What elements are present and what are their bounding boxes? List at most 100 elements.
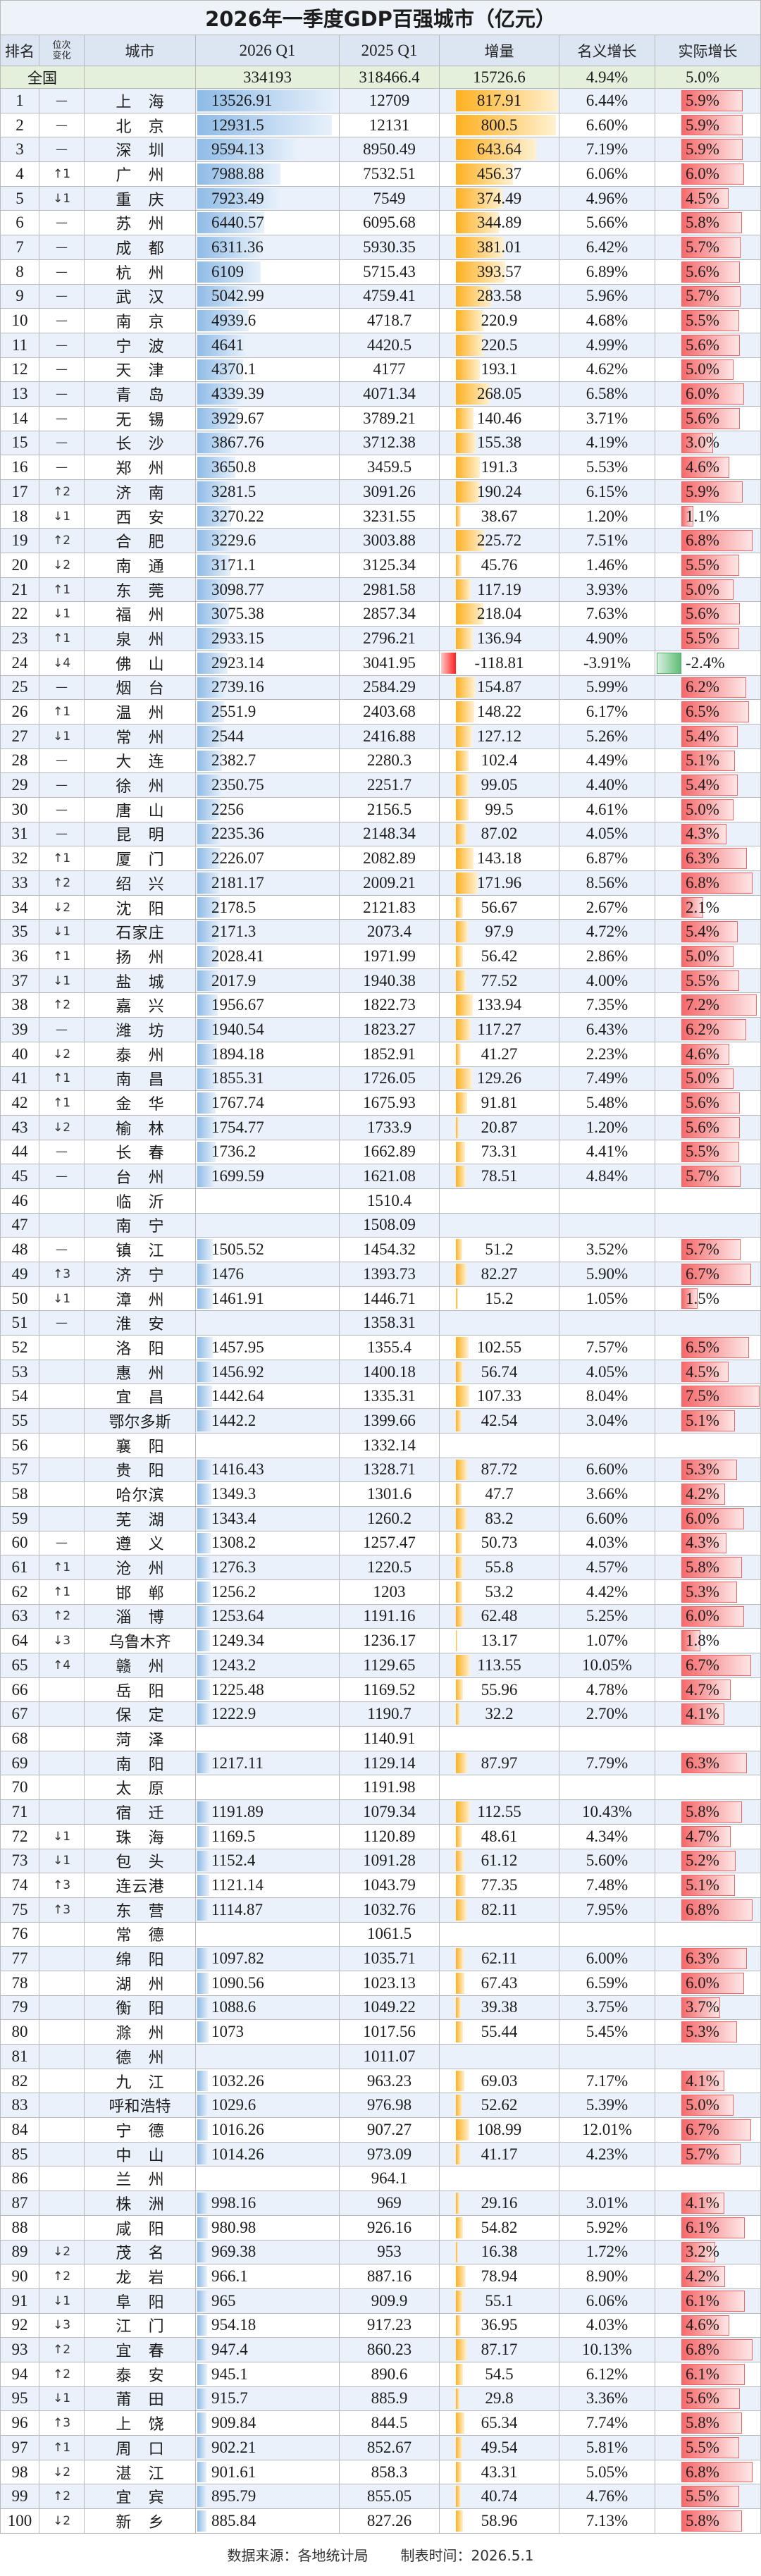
- rank-change-cell: ↓2: [39, 1042, 85, 1067]
- city-value: 呼和浩特: [109, 2098, 171, 2116]
- real-growth-cell: 5.8%: [655, 2411, 761, 2436]
- nominal-growth-value: 2.67%: [586, 898, 629, 916]
- city-value: 嘉兴: [116, 998, 164, 1016]
- real-growth-cell: 4.1%: [655, 2069, 761, 2094]
- q1-2025-value: 953: [377, 2243, 402, 2261]
- q1-2026-cell: 3270.22: [196, 504, 340, 529]
- national-q1-2026: 334193: [243, 68, 292, 86]
- increment-bar: [456, 1337, 469, 1358]
- increment-cell: 55.8: [440, 1555, 559, 1580]
- city-cell: 沈阳: [85, 895, 196, 920]
- q1-2025-value: 1358.31: [363, 1314, 416, 1332]
- table-body: 1— 上海 13526.91 12709 817.91 6.44% 5.9% 2— 北京 1293…: [0, 89, 761, 2534]
- increment-value: 50.73: [481, 1534, 518, 1552]
- q1-2026-cell: 4370.1: [196, 357, 340, 383]
- nominal-growth-cell: [559, 1188, 655, 1214]
- q1-2025-value: 2121.83: [363, 898, 416, 916]
- increment-cell: 62.48: [440, 1604, 559, 1629]
- q1-2026-value: 3270.22: [211, 507, 264, 525]
- real-growth-value: 6.0%: [686, 1973, 719, 1992]
- table-row: 55 鄂尔多斯 1442.2 1399.66 42.54 3.04% 5.1%: [0, 1409, 761, 1434]
- rank-cell: 56: [0, 1433, 39, 1458]
- rank-change-cell: [39, 1775, 85, 1801]
- table-row: 63 ↑2 淄博 1253.64 1191.16 62.48 5.25% 6.0%: [0, 1604, 761, 1629]
- nominal-growth-value: 6.60%: [586, 1509, 629, 1527]
- increment-cell: 643.64: [440, 137, 559, 163]
- real-growth-cell: 5.6%: [655, 1115, 761, 1140]
- table-row: 85 中山 1014.26 973.09 41.17 4.23% 5.7%: [0, 2142, 761, 2167]
- rank-change-value: ↓2: [52, 557, 71, 572]
- table-row: 25— 烟台 2739.16 2584.29 154.87 5.99% 6.2%: [0, 675, 761, 701]
- nominal-growth-cell: 2.70%: [559, 1702, 655, 1727]
- nominal-growth-value: 5.66%: [586, 214, 629, 232]
- q1-2026-bar: [197, 1801, 210, 1823]
- q1-2025-value: 2082.89: [363, 849, 416, 868]
- q1-2026-value: 7988.88: [211, 164, 264, 183]
- real-growth-cell: 4.7%: [655, 1824, 761, 1849]
- q1-2025-value: 1023.13: [363, 1973, 416, 1992]
- rank-change-cell: ↓4: [39, 651, 85, 676]
- real-growth-bar: [681, 530, 753, 552]
- rank-change-cell: ↓1: [39, 1824, 85, 1849]
- table-row: 28— 大连 2382.7 2280.3 102.4 4.49% 5.1%: [0, 748, 761, 774]
- city-value: 保定: [116, 1707, 164, 1725]
- table-row: 9— 武汉 5042.99 4759.41 283.58 5.96% 5.7%: [0, 284, 761, 309]
- city-cell: 榆林: [85, 1115, 196, 1140]
- q1-2026-cell: [196, 1188, 340, 1214]
- table-row: 10— 南京 4939.6 4718.7 220.9 4.68% 5.5%: [0, 309, 761, 333]
- q1-2025-value: 3125.34: [363, 555, 416, 574]
- increment-cell: 117.19: [440, 577, 559, 603]
- q1-2025-value: 1393.73: [363, 1264, 416, 1283]
- increment-value: 62.11: [481, 1949, 517, 1968]
- real-growth-cell: 5.2%: [655, 1849, 761, 1874]
- q1-2026-bar: [197, 1972, 209, 1994]
- city-value: 德州: [116, 2049, 164, 2067]
- increment-bar: [456, 1679, 463, 1701]
- rank-cell: 5: [0, 186, 39, 211]
- rank-value: 16: [11, 458, 28, 476]
- rank-cell: 10: [0, 309, 39, 333]
- city-value: 咸阳: [116, 2220, 164, 2238]
- rank-change-cell: [39, 2093, 85, 2119]
- table-row: 77 绵阳 1097.82 1035.71 62.11 6.00% 6.3%: [0, 1947, 761, 1971]
- rank-change-value: ↓2: [52, 1047, 71, 1061]
- q1-2026-bar: [197, 848, 221, 869]
- real-growth-cell: 5.4%: [655, 724, 761, 749]
- rank-value: 36: [11, 947, 28, 965]
- increment-value: 47.7: [485, 1485, 514, 1503]
- q1-2026-cell: 1152.4: [196, 1849, 340, 1874]
- increment-value: 143.18: [476, 849, 522, 868]
- city-value: 台州: [116, 1169, 164, 1188]
- rank-cell: 1: [0, 89, 39, 113]
- q1-2025-cell: 1332.14: [340, 1433, 440, 1458]
- rank-value: 53: [11, 1362, 28, 1381]
- table-row: 26 ↑1 温州 2551.9 2403.68 148.22 6.17% 6.5%: [0, 700, 761, 725]
- table-row: 8— 杭州 6109 5715.43 393.57 6.89% 5.6%: [0, 259, 761, 285]
- increment-cell: 67.43: [440, 1971, 559, 1996]
- rank-change-cell: [39, 1458, 85, 1483]
- nominal-growth-cell: 6.89%: [559, 259, 655, 285]
- increment-bar: [456, 2437, 462, 2458]
- increment-value: 16.38: [481, 2243, 518, 2261]
- table-row: 74 ↑3 连云港 1121.14 1043.79 77.35 7.48% 5.1%: [0, 1873, 761, 1898]
- rank-change-value: —: [56, 436, 68, 450]
- table-row: 4 ↑1 广州 7988.88 7532.51 456.37 6.06% 6.0%: [0, 162, 761, 187]
- increment-cell: 91.81: [440, 1091, 559, 1116]
- q1-2026-cell: 885.84: [196, 2509, 340, 2534]
- rank-value: 51: [11, 1314, 28, 1332]
- rank-change-value: ↑1: [52, 582, 71, 597]
- rank-change-cell: ↑1: [39, 944, 85, 969]
- q1-2026-bar: [197, 1703, 211, 1725]
- table-row: 3— 深圳 9594.13 8950.49 643.64 7.19% 5.9%: [0, 137, 761, 163]
- q1-2026-cell: 901.61: [196, 2460, 340, 2485]
- real-growth-cell: 5.7%: [655, 1238, 761, 1262]
- q1-2025-cell: 8950.49: [340, 137, 440, 163]
- rank-change-cell: [39, 2045, 85, 2069]
- q1-2025-cell: 2416.88: [340, 724, 440, 749]
- city-value: 衡阳: [116, 2000, 164, 2019]
- real-growth-cell: 6.7%: [655, 2118, 761, 2143]
- q1-2026-bar: [197, 2486, 207, 2508]
- real-growth-cell: 6.3%: [655, 1947, 761, 1971]
- national-label: 全国: [27, 69, 57, 87]
- increment-bar: [456, 750, 469, 772]
